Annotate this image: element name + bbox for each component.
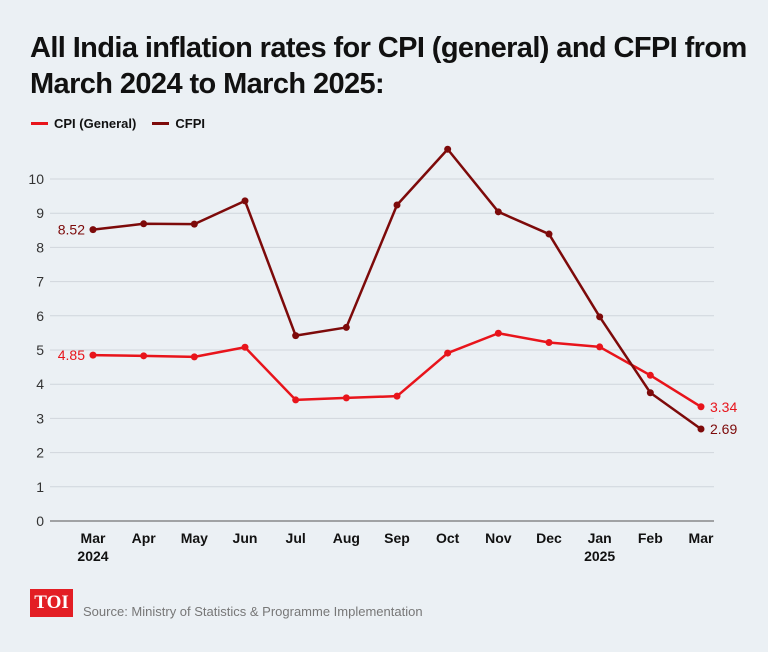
x-tick-label: Apr	[132, 530, 157, 546]
x-tick-label: Jun	[233, 530, 258, 546]
data-point-cpi	[444, 349, 452, 357]
data-point-cfpi	[190, 220, 198, 228]
y-tick-label: 8	[36, 239, 44, 255]
x-tick-label: Sep	[384, 530, 410, 546]
data-point-cfpi	[89, 226, 97, 234]
data-point-cpi	[393, 392, 401, 400]
source-note: Source: Ministry of Statistics & Program…	[83, 604, 423, 619]
data-point-cpi	[140, 352, 148, 360]
x-tick-label: Jan	[588, 530, 612, 546]
data-label-cpi: 3.34	[710, 399, 737, 415]
data-point-cfpi	[596, 313, 604, 321]
x-tick-label: Dec	[536, 530, 562, 546]
chart-title: All India inflation rates for CPI (gener…	[30, 32, 747, 100]
data-point-cfpi	[444, 145, 452, 153]
data-point-cpi	[190, 353, 198, 361]
legend-swatch-cfpi	[152, 122, 170, 125]
data-label-cfpi: 2.69	[710, 421, 737, 437]
data-point-cfpi	[393, 201, 401, 209]
legend-swatch-cpi	[31, 122, 48, 125]
legend-label-cfpi: CFPI	[175, 116, 205, 131]
x-tick-label: Mar	[81, 530, 106, 546]
x-tick-label: May	[181, 530, 208, 546]
legend-item-cfpi: CFPI	[152, 116, 205, 131]
data-point-cpi	[241, 343, 249, 351]
y-tick-label: 10	[28, 171, 44, 187]
x-tick-label: Feb	[638, 530, 663, 546]
data-point-cpi	[545, 338, 553, 346]
series-line-cfpi	[92, 147, 702, 431]
data-point-cfpi	[646, 389, 654, 397]
data-point-cpi	[494, 329, 502, 337]
data-point-cfpi	[342, 323, 350, 331]
y-tick-label: 2	[36, 445, 44, 461]
x-year-label: 2024	[77, 548, 108, 564]
y-tick-label: 9	[36, 205, 44, 221]
data-point-cfpi	[494, 208, 502, 216]
x-tick-label: Nov	[485, 530, 512, 546]
data-point-cpi	[342, 394, 350, 402]
legend-label-cpi: CPI (General)	[54, 116, 137, 131]
y-tick-label: 3	[36, 410, 44, 426]
legend: CPI (General) CFPI	[31, 116, 221, 131]
y-tick-label: 7	[36, 274, 44, 290]
x-tick-label: Jul	[286, 530, 306, 546]
x-tick-label: Aug	[333, 530, 360, 546]
y-tick-label: 0	[36, 513, 44, 529]
data-point-cpi	[697, 403, 705, 411]
data-label-cfpi: 8.52	[58, 222, 85, 238]
data-point-cfpi	[140, 220, 148, 228]
data-point-cfpi	[545, 230, 553, 238]
data-point-cpi	[292, 396, 300, 404]
y-tick-label: 4	[36, 376, 44, 392]
data-point-cfpi	[697, 425, 705, 433]
y-tick-label: 5	[36, 342, 44, 358]
data-point-cfpi	[292, 332, 300, 340]
toi-logo: TOI	[30, 589, 73, 617]
x-tick-label: Oct	[436, 530, 460, 546]
data-point-cfpi	[241, 197, 249, 205]
data-label-cpi: 4.85	[58, 347, 85, 363]
data-point-cpi	[646, 371, 654, 379]
y-tick-label: 6	[36, 308, 44, 324]
x-tick-label: Mar	[689, 530, 714, 546]
data-point-cpi	[89, 351, 97, 359]
x-year-label: 2025	[584, 548, 615, 564]
y-tick-label: 1	[36, 479, 44, 495]
data-point-cpi	[596, 343, 604, 351]
legend-item-cpi: CPI (General)	[31, 116, 136, 131]
